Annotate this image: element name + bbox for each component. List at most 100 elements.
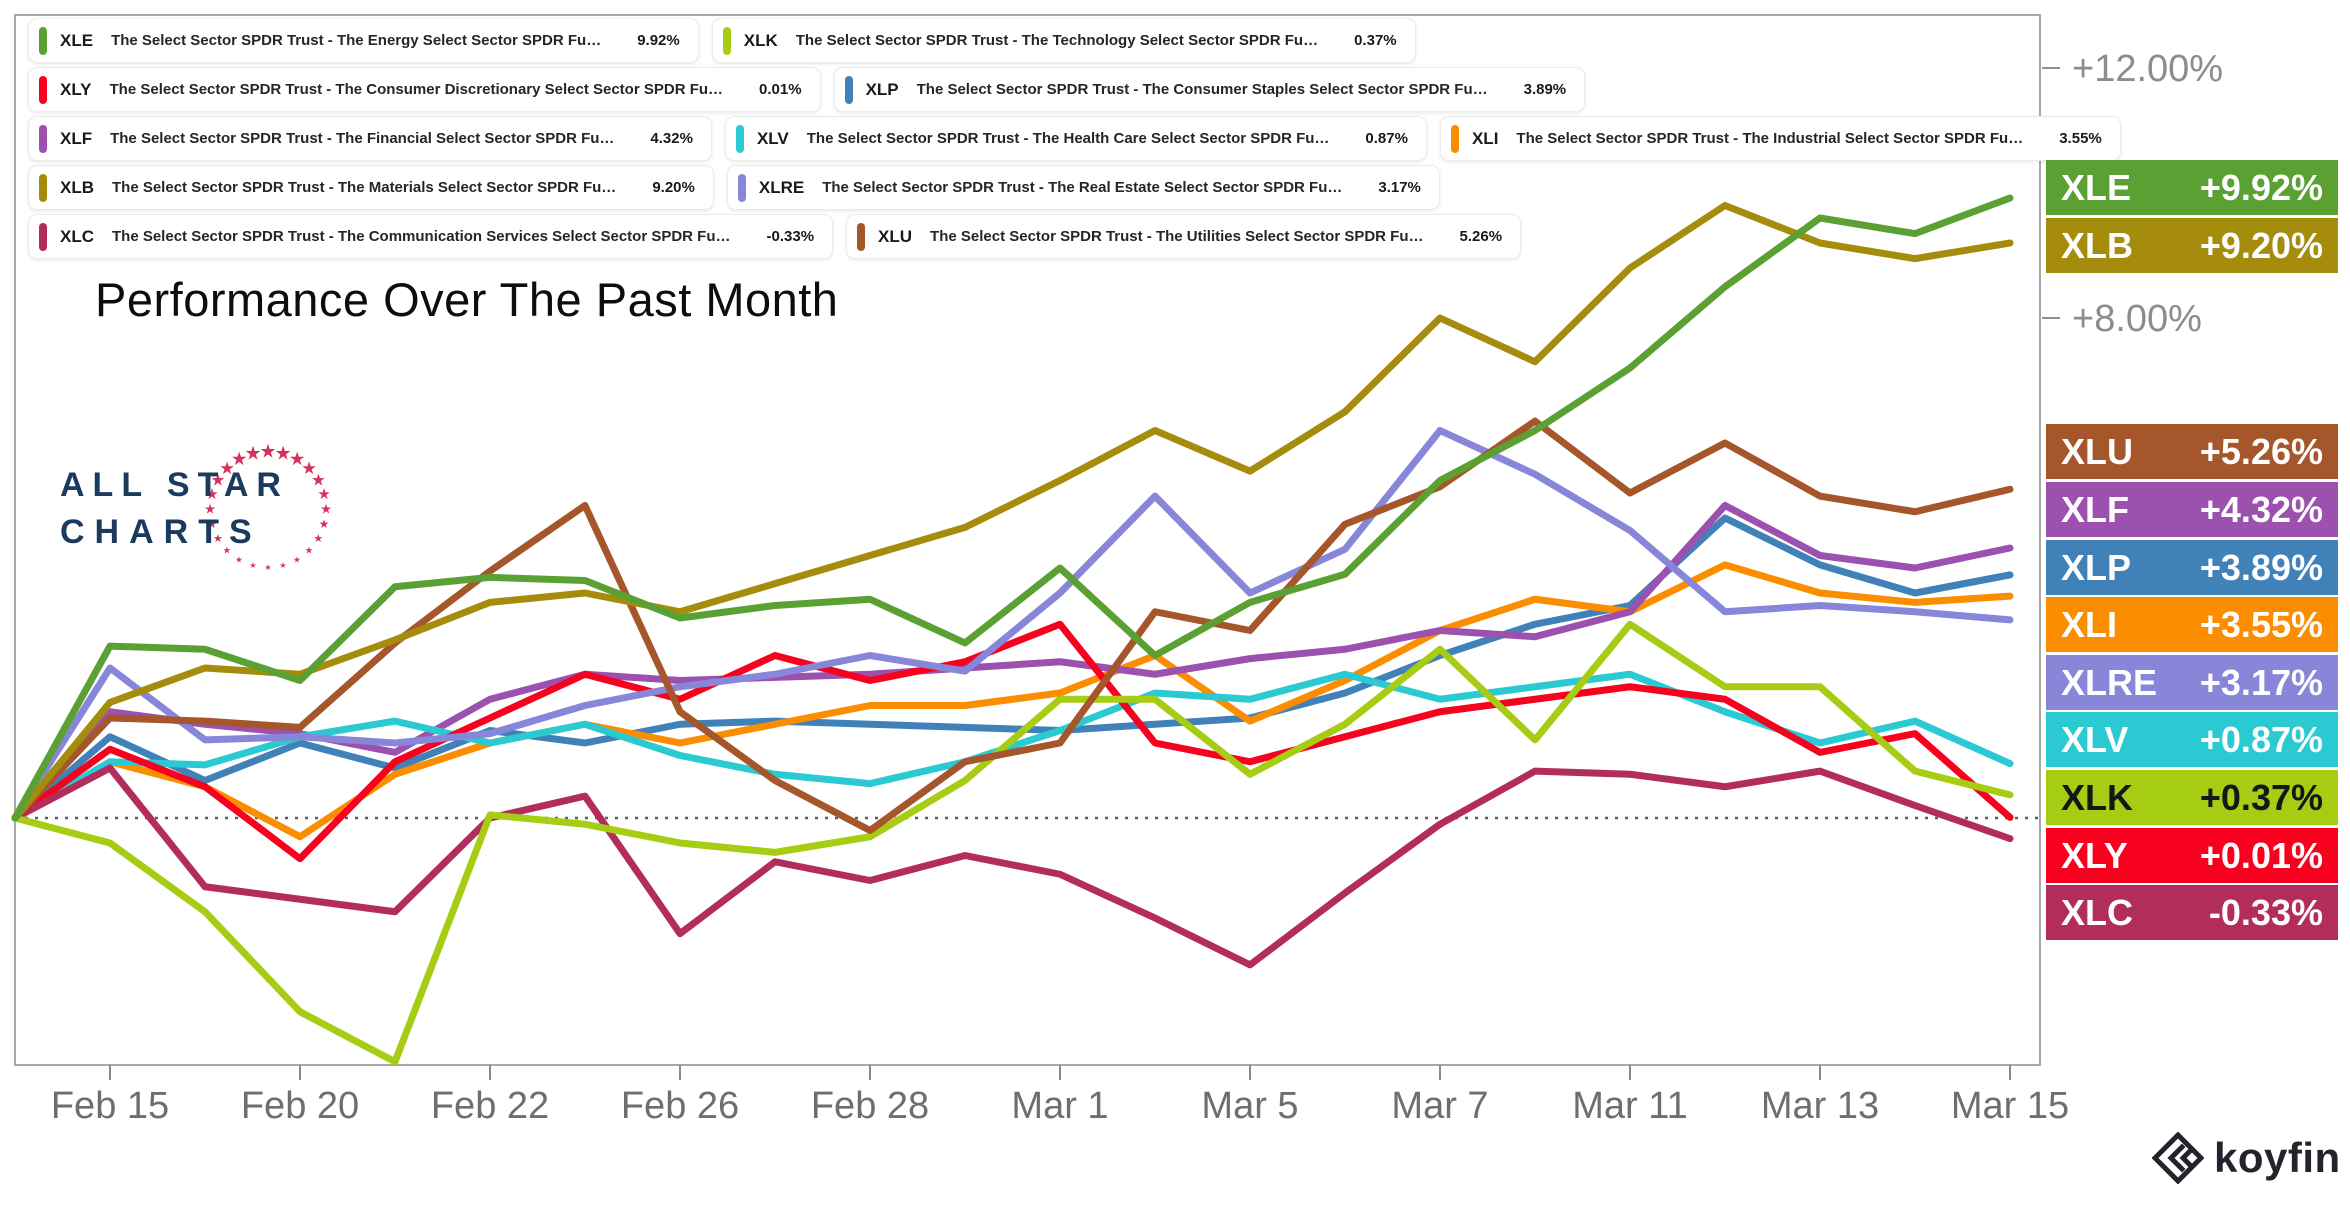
price-label-XLC[interactable]: XLC -0.33% <box>2046 885 2338 940</box>
legend-value: 5.26% <box>1459 228 1503 245</box>
star-icon: ★ <box>320 502 332 517</box>
badge-value: +3.55% <box>2199 603 2323 645</box>
legend-row: XLE The Select Sector SPDR Trust - The En… <box>28 18 2121 63</box>
series-line-XLY[interactable] <box>11 620 2014 863</box>
legend-ticker: XLF <box>60 128 93 148</box>
price-label-XLE[interactable]: XLE +9.92% <box>2046 160 2338 215</box>
x-tick-label: Feb 22 <box>431 1085 549 1127</box>
star-icon: ★ <box>235 554 243 564</box>
all-star-charts-logo: ALL STAR CHARTS <box>60 462 289 556</box>
badge-value: +0.87% <box>2199 718 2323 760</box>
x-tick-label: Feb 28 <box>811 1085 929 1127</box>
star-icon: ★ <box>259 442 276 463</box>
legend-name: The Select Sector SPDR Trust - The Consu… <box>916 81 1488 98</box>
series-color-bar-icon <box>39 26 47 55</box>
legend-value: 0.87% <box>1365 130 1408 147</box>
price-label-XLU[interactable]: XLU +5.26% <box>2046 424 2338 479</box>
badge-value: +0.01% <box>2199 834 2323 876</box>
legend-item-XLF[interactable]: XLF The Select Sector SPDR Trust - The Fi… <box>28 116 712 161</box>
star-icon: ★ <box>205 486 218 503</box>
legend-ticker: XLB <box>60 177 94 197</box>
badge-value: -0.33% <box>2208 891 2323 933</box>
legend: XLE The Select Sector SPDR Trust - The En… <box>28 18 2121 263</box>
x-tick-label: Mar 15 <box>1951 1085 2069 1127</box>
legend-item-XLB[interactable]: XLB The Select Sector SPDR Trust - The Ma… <box>28 165 714 210</box>
price-label-XLP[interactable]: XLP +3.89% <box>2046 540 2338 595</box>
legend-ticker: XLE <box>60 30 94 50</box>
star-icon: ★ <box>293 554 301 564</box>
star-icon: ★ <box>245 443 262 464</box>
series-line-XLK[interactable] <box>11 620 2014 1066</box>
series-line-XLE[interactable] <box>11 194 2014 822</box>
price-label-XLB[interactable]: XLB +9.20% <box>2046 218 2338 273</box>
series-color-bar-icon <box>39 173 47 202</box>
legend-ticker: XLI <box>1471 128 1499 148</box>
badge-ticker: XLC <box>2061 891 2133 933</box>
price-label-XLI[interactable]: XLI +3.55% <box>2046 597 2338 652</box>
legend-item-XLY[interactable]: XLY The Select Sector SPDR Trust - The Co… <box>28 67 821 112</box>
legend-value: 0.01% <box>759 81 802 98</box>
legend-item-XLRE[interactable]: XLRE The Select Sector SPDR Trust - The R… <box>726 165 1440 210</box>
legend-value: -0.33% <box>766 228 815 245</box>
series-color-bar-icon <box>39 75 47 104</box>
series-color-bar-icon <box>39 222 47 251</box>
legend-item-XLC[interactable]: XLC The Select Sector SPDR Trust - The Co… <box>28 214 834 259</box>
legend-value: 3.89% <box>1523 81 1567 98</box>
plot-border <box>14 14 2041 1066</box>
series-color-bar-icon <box>735 124 744 153</box>
star-icon: ★ <box>305 545 314 556</box>
x-tick-label: Mar 1 <box>1011 1085 1108 1127</box>
legend-name: The Select Sector SPDR Trust - The Energ… <box>111 32 602 49</box>
y-axis-label: +8.00% <box>2072 298 2202 340</box>
legend-ticker: XLC <box>60 226 94 246</box>
legend-ticker: XLK <box>743 30 778 50</box>
y-axis-label: +12.00% <box>2072 48 2223 90</box>
badge-ticker: XLRE <box>2061 661 2158 703</box>
series-color-bar-icon <box>737 173 746 202</box>
legend-name: The Select Sector SPDR Trust - The Consu… <box>109 81 724 98</box>
star-icon: ★ <box>219 458 235 478</box>
legend-item-XLV[interactable]: XLV The Select Sector SPDR Trust - The He… <box>724 116 1427 161</box>
price-label-XLF[interactable]: XLF +4.32% <box>2046 482 2338 537</box>
star-icon: ★ <box>275 443 292 464</box>
legend-item-XLI[interactable]: XLI The Select Sector SPDR Trust - The In… <box>1439 116 2121 161</box>
legend-value: 0.37% <box>1354 32 1397 49</box>
price-label-XLK[interactable]: XLK +0.37% <box>2046 770 2338 825</box>
price-label-XLY[interactable]: XLY +0.01% <box>2046 828 2338 883</box>
star-icon: ★ <box>249 561 256 570</box>
badge-ticker: XLI <box>2061 603 2118 645</box>
legend-row: XLY The Select Sector SPDR Trust - The Co… <box>28 67 2121 112</box>
legend-ticker: XLP <box>865 79 899 99</box>
legend-name: The Select Sector SPDR Trust - The Utili… <box>930 228 1424 245</box>
badge-ticker: XLB <box>2061 224 2133 266</box>
series-color-bar-icon <box>844 75 853 104</box>
series-line-XLB[interactable] <box>11 202 2014 822</box>
legend-ticker: XLU <box>878 226 913 246</box>
legend-item-XLK[interactable]: XLK The Select Sector SPDR Trust - The Te… <box>711 18 1416 63</box>
price-label-XLV[interactable]: XLV +0.87% <box>2046 712 2338 767</box>
legend-ticker: XLY <box>60 79 92 99</box>
star-icon: ★ <box>223 545 232 556</box>
price-label-XLRE[interactable]: XLRE +3.17% <box>2046 655 2338 710</box>
legend-item-XLU[interactable]: XLU The Select Sector SPDR Trust - The Ut… <box>846 214 1522 259</box>
watermark-line2: CHARTS <box>60 512 262 551</box>
legend-value: 9.92% <box>637 32 680 49</box>
star-icon: ★ <box>313 533 323 545</box>
legend-name: The Select Sector SPDR Trust - The Techn… <box>795 32 1319 49</box>
legend-row: XLF The Select Sector SPDR Trust - The Fi… <box>28 116 2121 161</box>
badge-value: +0.37% <box>2199 776 2323 818</box>
legend-item-XLP[interactable]: XLP The Select Sector SPDR Trust - The Co… <box>833 67 1586 112</box>
series-line-XLRE[interactable] <box>11 427 2014 822</box>
legend-row: XLB The Select Sector SPDR Trust - The Ma… <box>28 165 2121 210</box>
series-line-XLU[interactable] <box>11 417 2014 834</box>
series-line-XLC[interactable] <box>11 764 2014 969</box>
legend-value: 9.20% <box>652 179 695 196</box>
legend-value: 4.32% <box>650 130 693 147</box>
series-color-bar-icon <box>722 26 731 55</box>
chart-title: Performance Over The Past Month <box>95 273 839 326</box>
x-tick-label: Mar 11 <box>1572 1085 1687 1127</box>
legend-item-XLE[interactable]: XLE The Select Sector SPDR Trust - The En… <box>28 18 699 63</box>
star-icon: ★ <box>231 448 247 469</box>
